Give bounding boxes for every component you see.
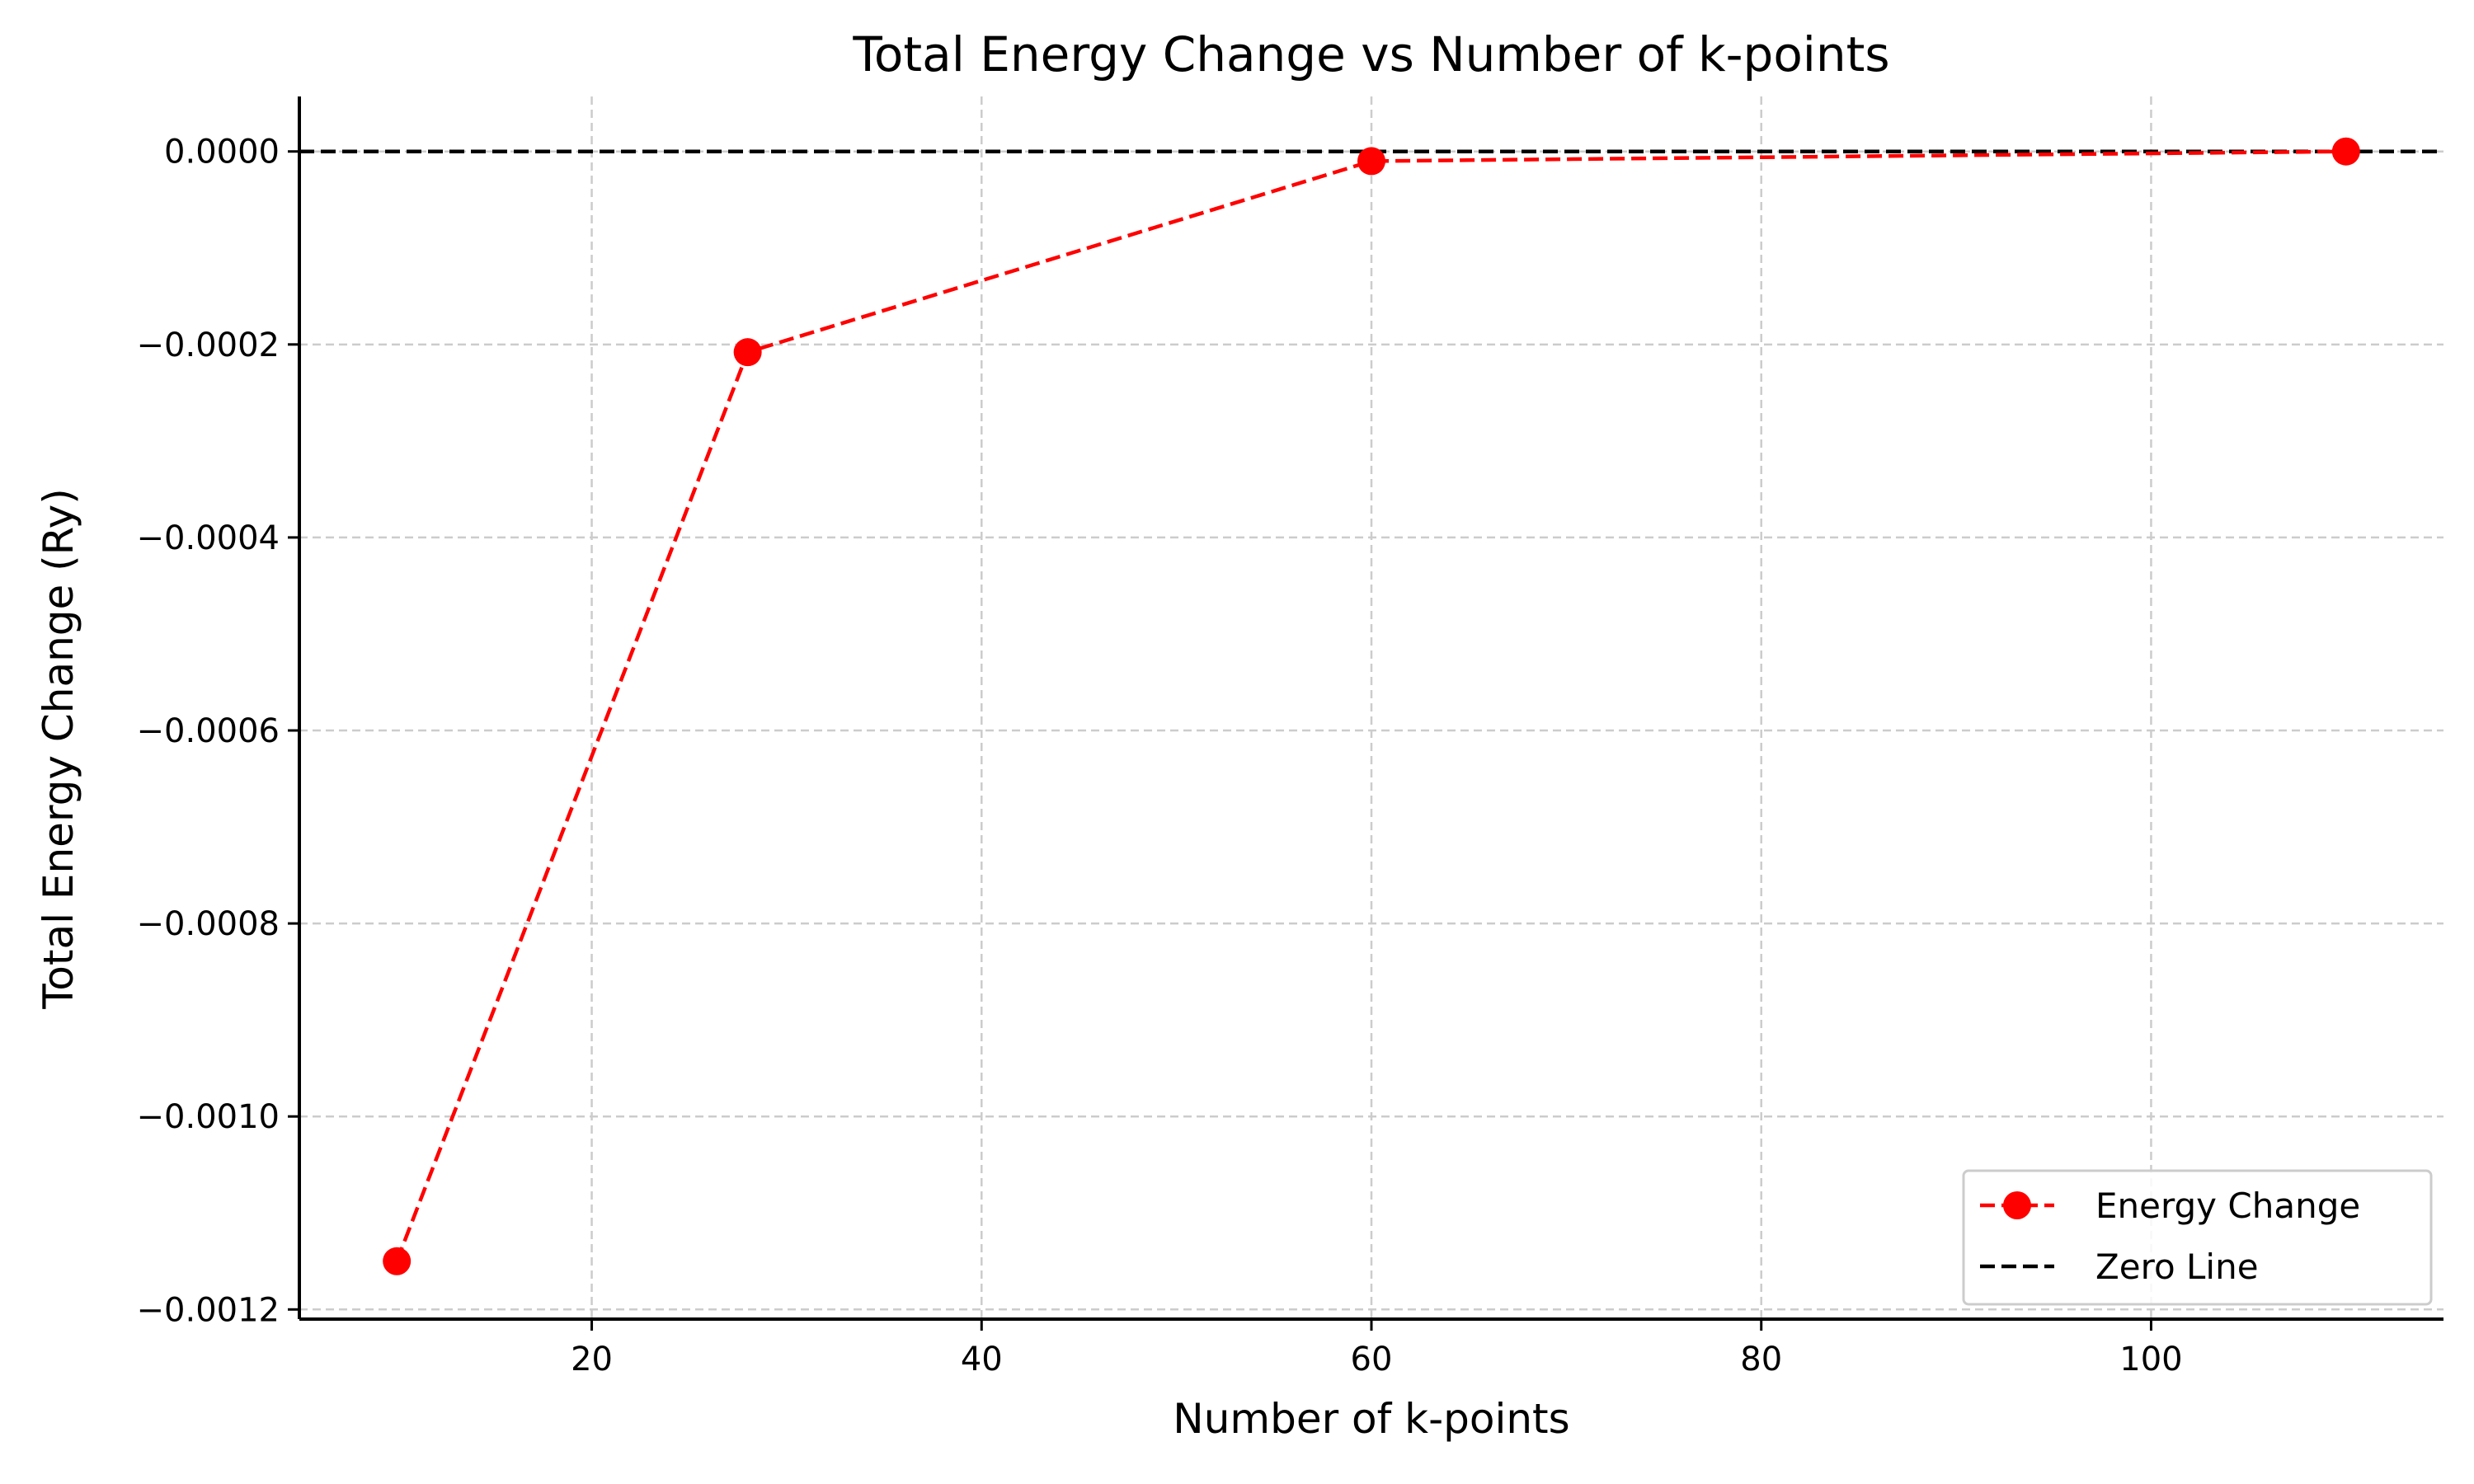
grid	[299, 96, 2443, 1319]
legend-label-zero-line: Zero Line	[2095, 1247, 2259, 1287]
x-tick-label: 60	[1351, 1341, 1393, 1378]
legend-label-energy-change: Energy Change	[2095, 1186, 2360, 1226]
y-tick-label: −0.0010	[137, 1098, 280, 1136]
legend-box	[1962, 1169, 2433, 1306]
series-layer	[383, 137, 2360, 1275]
y-tick-label: −0.0008	[137, 905, 280, 943]
y-axis-label: Total Energy Change (Ry)	[35, 488, 82, 1010]
x-tick-label: 40	[961, 1341, 1003, 1378]
chart-title: Total Energy Change vs Number of k-point…	[852, 26, 1889, 82]
data-point-1	[733, 338, 762, 367]
data-point-3	[2331, 137, 2360, 166]
y-tick-label: 0.0000	[164, 134, 280, 171]
x-tick-label: 80	[1740, 1341, 1782, 1378]
series-line-energy-change	[395, 149, 2346, 1262]
legend: Energy Change Zero Line	[1962, 1169, 2433, 1306]
data-point-0	[383, 1247, 412, 1275]
ticks: 20 40 60 80 100 0.0000 −0.0002 −0.0004 −0.0006 −0…	[137, 134, 2183, 1378]
x-axis-label: Number of k-points	[1173, 1395, 1569, 1443]
y-tick-label: −0.0012	[137, 1291, 280, 1329]
y-tick-label: −0.0004	[137, 519, 280, 557]
x-tick-label: 100	[2119, 1341, 2182, 1378]
data-point-2	[1357, 147, 1385, 176]
x-tick-label: 20	[571, 1341, 613, 1378]
y-tick-label: −0.0006	[137, 712, 280, 750]
y-tick-label: −0.0002	[137, 326, 280, 364]
legend-swatch-marker-energy	[2003, 1191, 2031, 1219]
